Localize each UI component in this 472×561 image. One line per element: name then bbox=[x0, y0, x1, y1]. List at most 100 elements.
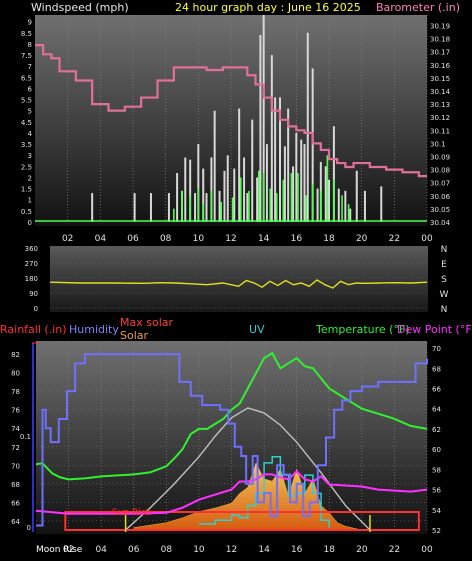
wind-ytick-2.5: 2.5 bbox=[21, 163, 32, 171]
dew-point-line bbox=[35, 469, 428, 515]
humidity-ytick-82: 82 bbox=[11, 351, 20, 359]
baro-ytick-30.19: 30.19 bbox=[430, 22, 450, 30]
dir-ytick-270: 270 bbox=[25, 260, 38, 268]
clim-xtick-14: 14 bbox=[258, 545, 270, 555]
humidity-ytick-64: 64 bbox=[11, 518, 20, 526]
clim-xtick-08: 08 bbox=[161, 545, 173, 555]
dir-ytick-360: 360 bbox=[25, 245, 38, 253]
baro-ytick-30.14: 30.14 bbox=[430, 88, 451, 96]
rain-ytick-0: 0 bbox=[27, 524, 31, 532]
wind-ytick-8.5: 8.5 bbox=[21, 30, 32, 38]
barometer-line bbox=[35, 44, 427, 178]
direction-panel bbox=[50, 246, 428, 312]
baro-ytick-30.04: 30.04 bbox=[430, 219, 451, 227]
wind-ytick-2: 2 bbox=[28, 174, 32, 182]
temp-ytick-58: 58 bbox=[432, 466, 441, 474]
temperature-line bbox=[35, 351, 428, 481]
clim-xtick-02: 02 bbox=[63, 545, 74, 555]
wind-ytick-0: 0 bbox=[28, 219, 32, 227]
baro-ytick-30.15: 30.15 bbox=[430, 75, 450, 83]
wind-ytick-4: 4 bbox=[28, 130, 33, 138]
dir-compass-E-3: E bbox=[441, 260, 447, 270]
baro-ytick-30.12: 30.12 bbox=[430, 114, 450, 122]
baro-ytick-30.07: 30.07 bbox=[430, 180, 450, 188]
dir-ytick-90: 90 bbox=[29, 290, 38, 298]
humidity-ytick-80: 80 bbox=[11, 370, 20, 378]
wind-ytick-7.5: 7.5 bbox=[21, 52, 32, 60]
temp-ytick-62: 62 bbox=[432, 426, 441, 434]
moon-rise-label: Moon Rise bbox=[36, 545, 83, 555]
baro-ytick-30.08: 30.08 bbox=[430, 167, 450, 175]
baro-ytick-30.09: 30.09 bbox=[430, 153, 450, 161]
humidity-line bbox=[36, 353, 428, 527]
wind-xtick-16: 16 bbox=[291, 234, 303, 244]
dir-compass-W-1: W bbox=[440, 290, 449, 300]
wind-ytick-0.5: 0.5 bbox=[21, 208, 32, 216]
wind-ytick-5: 5 bbox=[28, 108, 32, 116]
wind-direction-line bbox=[49, 279, 428, 289]
wind-ytick-9: 9 bbox=[28, 19, 32, 27]
max-solar-curve bbox=[125, 407, 371, 531]
clim-xtick-00: 00 bbox=[421, 545, 433, 555]
baro-ytick-30.11: 30.11 bbox=[430, 127, 450, 135]
dir-compass-N-0: N bbox=[441, 305, 448, 315]
sun-rise-label: Sun Rise bbox=[112, 508, 151, 518]
uv-label: UV bbox=[249, 323, 265, 336]
barometer-axis-title: Barometer (.in) bbox=[376, 1, 460, 14]
wind-axis-title: Windspeed (mph) bbox=[31, 1, 129, 14]
wind-xtick-18: 18 bbox=[323, 234, 335, 244]
wind-xtick-06: 06 bbox=[127, 234, 139, 244]
temp-ytick-64: 64 bbox=[432, 406, 441, 414]
temp-ytick-60: 60 bbox=[432, 446, 441, 454]
clim-xtick-06: 06 bbox=[128, 545, 140, 555]
temp-ytick-70: 70 bbox=[432, 345, 441, 353]
dir-ytick-0: 0 bbox=[34, 305, 38, 313]
baro-ytick-30.16: 30.16 bbox=[430, 62, 451, 70]
wind-xtick-00: 00 bbox=[421, 234, 433, 244]
clim-xtick-18: 18 bbox=[324, 545, 336, 555]
wind-ytick-6.5: 6.5 bbox=[21, 74, 32, 82]
clim-xtick-10: 10 bbox=[193, 545, 205, 555]
wind-xtick-22: 22 bbox=[389, 234, 400, 244]
clim-xtick-12: 12 bbox=[226, 545, 237, 555]
wind-xtick-04: 04 bbox=[95, 234, 107, 244]
humidity-ytick-68: 68 bbox=[11, 481, 20, 489]
baro-ytick-30.1: 30.1 bbox=[430, 140, 446, 148]
rainfall-label: Rainfall (.in) bbox=[0, 323, 67, 336]
wind-ytick-6: 6 bbox=[28, 85, 33, 93]
baro-ytick-30.13: 30.13 bbox=[430, 101, 450, 109]
dir-compass-N-4: N bbox=[441, 245, 448, 255]
wind-ytick-8: 8 bbox=[28, 41, 32, 49]
temp-ytick-52: 52 bbox=[432, 527, 441, 535]
wind-ytick-7: 7 bbox=[28, 63, 32, 71]
wind-ytick-1.5: 1.5 bbox=[21, 186, 32, 194]
humidity-ytick-72: 72 bbox=[11, 444, 20, 452]
baro-ytick-30.06: 30.06 bbox=[430, 193, 451, 201]
wind-ytick-3: 3 bbox=[28, 152, 32, 160]
clim-xtick-04: 04 bbox=[95, 545, 107, 555]
baro-ytick-30.18: 30.18 bbox=[430, 36, 450, 44]
humidity-ytick-66: 66 bbox=[11, 499, 20, 507]
dir-compass-S-2: S bbox=[441, 275, 447, 285]
humidity-label: Humidity bbox=[69, 323, 119, 336]
wind-xtick-10: 10 bbox=[193, 234, 205, 244]
wind-ytick-5.5: 5.5 bbox=[21, 97, 32, 105]
graph-title: 24 hour graph day : June 16 2025 bbox=[175, 1, 361, 14]
temperature-label: Temperature (°F) bbox=[315, 323, 410, 336]
clim-xtick-16: 16 bbox=[291, 545, 303, 555]
clim-xtick-22: 22 bbox=[389, 545, 400, 555]
humidity-ytick-70: 70 bbox=[11, 462, 20, 470]
max-solar-label: Max solar bbox=[120, 316, 173, 329]
sun-rise-box bbox=[64, 511, 420, 531]
dew-point-label: Dew Point (°F) bbox=[397, 323, 472, 336]
temp-ytick-68: 68 bbox=[432, 365, 441, 373]
temp-ytick-54: 54 bbox=[432, 507, 441, 515]
rain-ytick-0.1: 0.1 bbox=[20, 433, 31, 441]
wind-xtick-14: 14 bbox=[258, 234, 270, 244]
temp-ytick-66: 66 bbox=[432, 385, 441, 393]
dir-ytick-180: 180 bbox=[25, 275, 38, 283]
temp-ytick-56: 56 bbox=[432, 487, 441, 495]
wind-xtick-02: 02 bbox=[62, 234, 73, 244]
